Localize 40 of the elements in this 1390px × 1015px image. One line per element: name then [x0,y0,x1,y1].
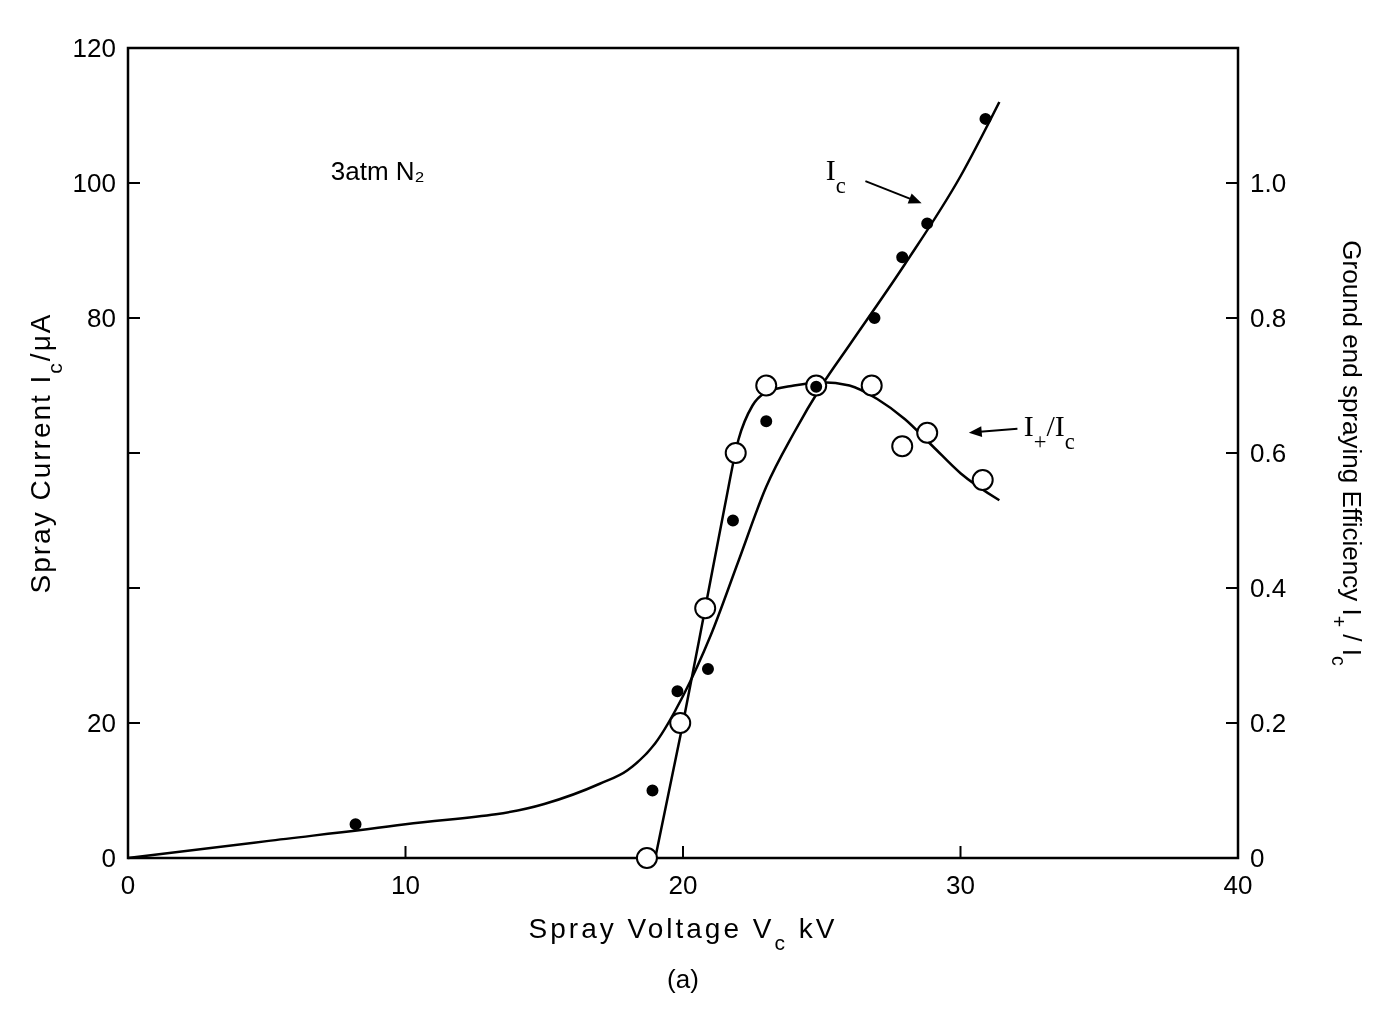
y2-tick-label: 0.2 [1250,708,1287,738]
point [646,784,659,797]
y2-tick-label: 0.4 [1250,573,1287,603]
point [671,685,684,698]
annotation: I$_{+}$/I$_{c}$ [1023,409,1075,454]
y2-tick-label: 0.8 [1250,303,1287,333]
annotation: I$_{c}$ [825,152,846,197]
point [755,374,778,397]
y2-tick-label: 0 [1250,843,1265,873]
point [669,712,692,734]
y-tick-label: 100 [72,168,116,198]
point [868,312,881,324]
annotation: 3atm N₂ [330,155,425,186]
x-tick-label: 40 [1223,870,1253,900]
point [349,818,362,831]
point [760,415,773,428]
y2-tick-label: 1.0 [1250,168,1287,198]
y-tick-label: 120 [72,33,116,63]
x-axis-title: Spray Voltage V$_{c}$ kV [528,913,838,954]
y2-tick-label: 0.6 [1250,438,1287,468]
point [921,217,934,230]
point [860,374,883,397]
point [724,442,747,464]
point [896,251,909,264]
point [694,597,717,620]
y-tick-label: 0 [101,843,116,873]
point [971,469,994,491]
point [979,112,992,125]
point [916,421,939,444]
x-tick-label: 10 [391,870,420,900]
point [726,514,739,527]
point [635,847,658,869]
x-tick-label: 0 [120,870,136,900]
point [891,435,914,458]
x-tick-label: 30 [946,870,975,900]
text: (a) [667,964,699,994]
y-tick-label: 20 [87,708,116,738]
x-tick-label: 20 [668,870,698,900]
point [701,663,714,675]
y-tick-label: 80 [87,303,116,333]
